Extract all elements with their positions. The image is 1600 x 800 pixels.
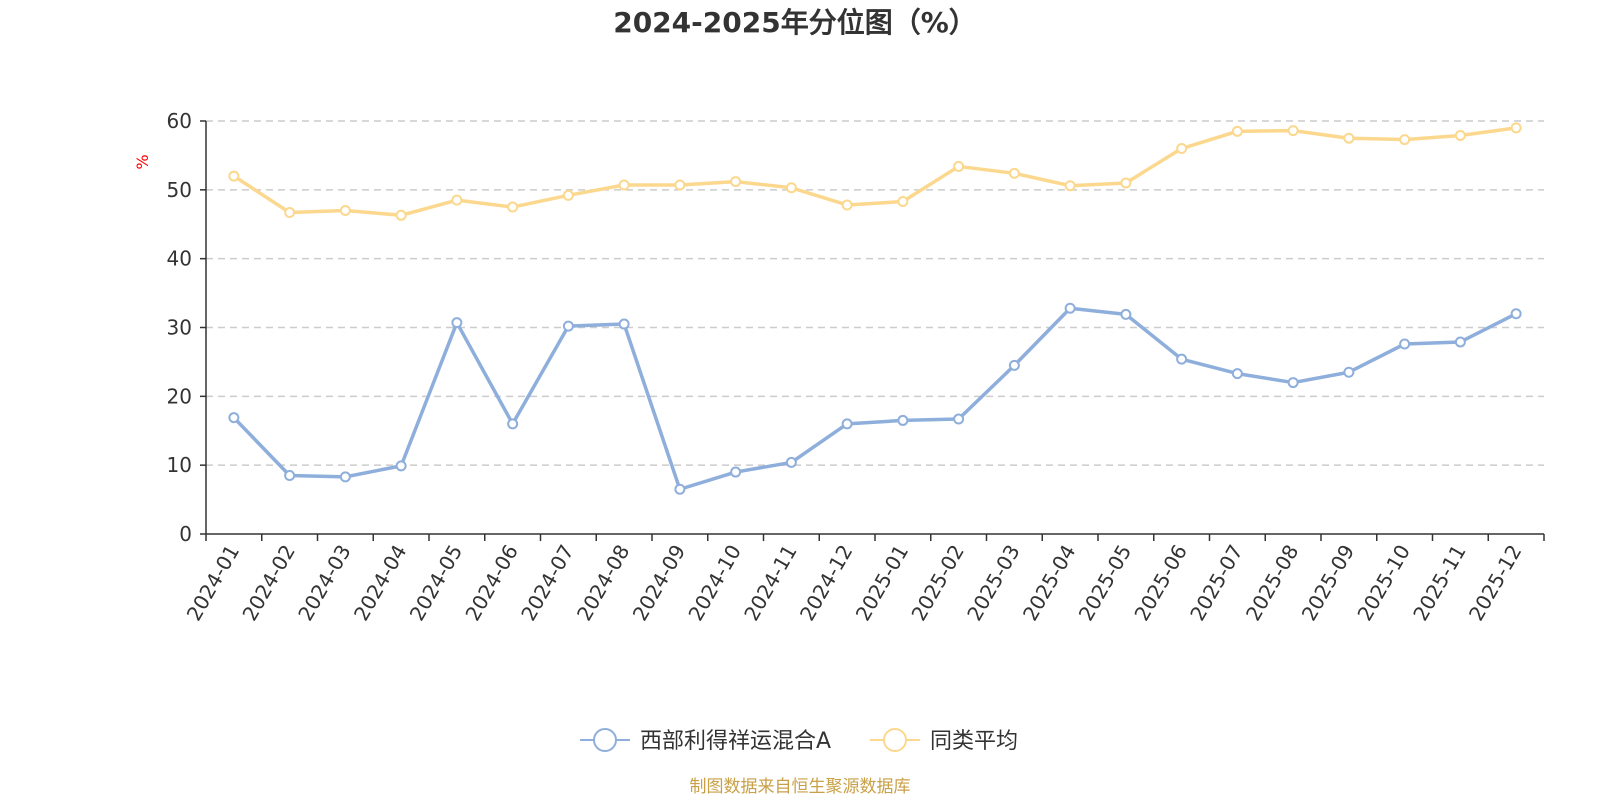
data-point[interactable] (1176, 353, 1188, 365)
series-line (232, 126, 1517, 218)
x-tick-label: 2025-01 (851, 541, 914, 625)
y-tick-label: 10 (167, 453, 192, 477)
data-point[interactable] (1399, 338, 1411, 350)
data-point[interactable] (674, 179, 686, 191)
data-point[interactable] (1064, 180, 1076, 192)
data-point[interactable] (507, 418, 519, 430)
data-point[interactable] (339, 471, 351, 483)
x-tick-label: 2024-11 (739, 541, 802, 625)
x-tick-label: 2024-09 (628, 541, 691, 625)
data-point[interactable] (897, 196, 909, 208)
data-point[interactable] (451, 194, 463, 206)
chart-title: 2024-2025年分位图（%） (613, 6, 977, 39)
data-point[interactable] (451, 317, 463, 329)
legend-item-2[interactable]: 同类平均 (870, 728, 1018, 754)
data-point[interactable] (785, 456, 797, 468)
x-tick-label: 2025-04 (1018, 541, 1081, 625)
legend-label: 同类平均 (930, 729, 1018, 754)
data-point[interactable] (1231, 125, 1243, 137)
series-2 (228, 122, 1522, 221)
data-point[interactable] (1510, 122, 1522, 134)
series-layer (228, 122, 1522, 495)
data-point[interactable] (841, 199, 853, 211)
x-tick-label: 2024-08 (572, 541, 635, 625)
x-tick-label: 2025-06 (1129, 541, 1192, 625)
x-tick-label: 2024-06 (460, 541, 523, 625)
data-point[interactable] (730, 466, 742, 478)
source-note: 制图数据来自恒生聚源数据库 (690, 777, 911, 797)
y-axis-unit-label: % (133, 154, 152, 169)
y-tick-label: 20 (167, 384, 192, 408)
data-point[interactable] (1008, 359, 1020, 371)
x-tick-label: 2025-02 (906, 541, 969, 625)
y-tick-label: 50 (167, 178, 192, 202)
data-point[interactable] (395, 209, 407, 221)
data-point[interactable] (897, 414, 909, 426)
x-tick-label: 2024-10 (683, 541, 746, 625)
x-tick-label: 2025-08 (1241, 541, 1304, 625)
legend[interactable]: 西部利得祥运混合A 同类平均 (580, 728, 1018, 754)
data-point[interactable] (228, 170, 240, 182)
y-axis: 0 10 20 30 40 50 60 (167, 109, 207, 546)
data-point[interactable] (1399, 134, 1411, 146)
data-point[interactable] (284, 469, 296, 481)
data-point[interactable] (1176, 143, 1188, 155)
data-point[interactable] (228, 412, 240, 424)
data-point[interactable] (562, 189, 574, 201)
data-point[interactable] (1231, 368, 1243, 380)
data-point[interactable] (562, 320, 574, 332)
data-point[interactable] (730, 176, 742, 188)
y-tick-label: 0 (179, 522, 192, 546)
data-point[interactable] (618, 318, 630, 330)
data-point[interactable] (674, 483, 686, 495)
data-point[interactable] (1510, 308, 1522, 320)
data-point[interactable] (1008, 167, 1020, 179)
x-tick-label: 2025-07 (1185, 541, 1248, 625)
legend-item-1[interactable]: 西部利得祥运混合A (580, 728, 831, 754)
data-point[interactable] (841, 418, 853, 430)
data-point[interactable] (1454, 129, 1466, 141)
data-point[interactable] (339, 204, 351, 216)
x-tick-label: 2025-09 (1297, 541, 1360, 625)
legend-marker (883, 728, 907, 752)
x-tick-label: 2025-03 (962, 541, 1025, 625)
x-tick-label: 2024-12 (795, 541, 858, 625)
data-point[interactable] (1064, 302, 1076, 314)
x-axis: 2024-012024-022024-032024-042024-052024-… (182, 533, 1545, 625)
data-point[interactable] (507, 201, 519, 213)
data-point[interactable] (1287, 125, 1299, 137)
data-point[interactable] (953, 160, 965, 172)
x-tick-label: 2024-03 (293, 541, 356, 625)
x-tick-label: 2025-11 (1408, 541, 1471, 625)
x-tick-label: 2025-12 (1464, 541, 1527, 625)
x-tick-label: 2024-07 (516, 541, 579, 625)
x-tick-label: 2025-05 (1074, 541, 1137, 625)
x-tick-label: 2024-05 (405, 541, 468, 625)
data-point[interactable] (785, 182, 797, 194)
data-point[interactable] (618, 179, 630, 191)
data-point[interactable] (1343, 366, 1355, 378)
legend-marker (593, 728, 617, 752)
y-tick-label: 40 (167, 247, 192, 271)
x-tick-label: 2025-10 (1352, 541, 1415, 625)
gridlines (206, 120, 1544, 466)
data-point[interactable] (284, 207, 296, 219)
y-tick-label: 30 (167, 316, 192, 340)
x-tick-label: 2024-01 (182, 541, 245, 625)
data-point[interactable] (395, 460, 407, 472)
data-point[interactable] (953, 413, 965, 425)
data-point[interactable] (1120, 308, 1132, 320)
data-point[interactable] (1287, 377, 1299, 389)
x-tick-label: 2024-04 (349, 541, 412, 625)
series-1 (228, 302, 1522, 495)
data-point[interactable] (1454, 336, 1466, 348)
data-point[interactable] (1120, 177, 1132, 189)
legend-label: 西部利得祥运混合A (640, 729, 831, 754)
y-tick-label: 60 (167, 109, 192, 133)
x-tick-label: 2024-02 (237, 541, 300, 625)
data-point[interactable] (1343, 132, 1355, 144)
series-line (232, 306, 1517, 492)
